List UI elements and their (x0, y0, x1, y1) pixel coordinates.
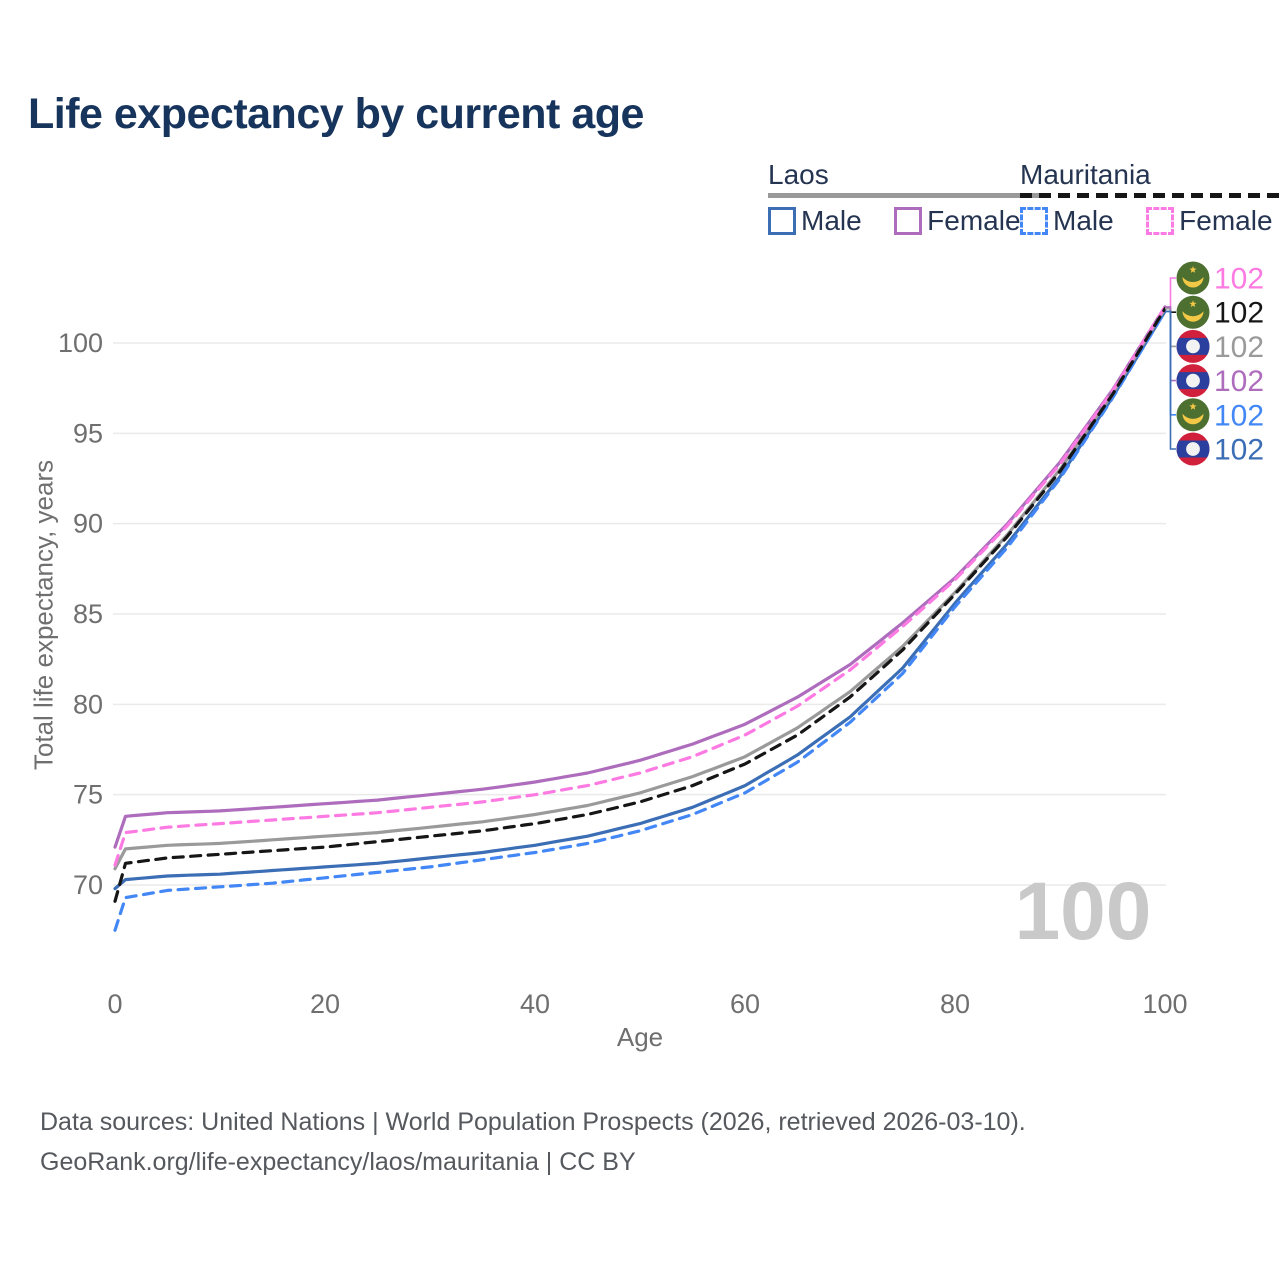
series-line-mauritania_female[interactable] (113, 305, 1167, 867)
data-sources-note: Data sources: United Nations | World Pop… (40, 1108, 1026, 1136)
mauritania-dashed-line-sample (1020, 193, 1280, 198)
legend-item-laos-female[interactable]: Female (894, 205, 1021, 237)
series-line-mauritania_male[interactable] (113, 309, 1167, 932)
x-tick-label: 60 (730, 989, 760, 1019)
mauritania-flag-icon (1176, 398, 1210, 432)
laos-female-swatch-icon (894, 207, 923, 235)
x-tick-label: 80 (940, 989, 970, 1019)
end-label-laos_total: 102 (1214, 331, 1264, 364)
x-tick-label: 40 (520, 989, 550, 1019)
age-watermark: 100 (1014, 866, 1152, 957)
attribution-note: GeoRank.org/life-expectancy/laos/maurita… (40, 1148, 636, 1176)
legend-group-laos: Laos Male Female (768, 160, 1049, 240)
laos-solid-line-sample (768, 193, 1049, 198)
legend-item-laos-male[interactable]: Male (768, 205, 862, 237)
laos-flag-icon (1176, 329, 1210, 363)
y-tick-label: 70 (73, 870, 103, 900)
legend-item-label: Male (801, 205, 862, 236)
y-tick-label: 85 (73, 599, 103, 629)
legend-country-laos[interactable]: Laos (768, 160, 1049, 198)
y-tick-label: 100 (58, 328, 103, 358)
legend-country-laos-label: Laos (768, 159, 829, 190)
series-line-mauritania_total[interactable] (113, 307, 1167, 903)
series-line-laos_female[interactable] (113, 305, 1167, 849)
laos-flag-icon (1176, 364, 1210, 398)
legend-country-mauritania-label: Mauritania (1020, 159, 1151, 190)
end-label-laos_male: 102 (1214, 434, 1264, 467)
y-tick-label: 80 (73, 689, 103, 719)
series-line-laos_male[interactable] (113, 309, 1167, 891)
x-tick-label: 0 (107, 989, 122, 1019)
legend-item-mauritania-female[interactable]: Female (1146, 205, 1273, 237)
leader-line-mauritania_female (1165, 277, 1176, 308)
laos-flag-icon (1176, 432, 1210, 466)
end-label-laos_female: 102 (1214, 365, 1264, 398)
mauritania-male-swatch-icon (1020, 207, 1048, 235)
end-label-mauritania_total: 102 (1214, 297, 1264, 330)
end-label-mauritania_male: 102 (1214, 399, 1264, 432)
x-tick-label: 20 (310, 989, 340, 1019)
legend-item-mauritania-male[interactable]: Male (1020, 205, 1114, 237)
x-axis-title: Age (616, 1022, 664, 1052)
x-tick-label: 100 (1142, 989, 1187, 1019)
y-tick-label: 95 (73, 418, 103, 448)
leader-line-laos_male (1165, 310, 1176, 450)
legend-group-mauritania: Mauritania Male Female (1020, 160, 1280, 240)
y-tick-label: 75 (73, 780, 103, 810)
series-line-laos_total[interactable] (113, 307, 1167, 871)
laos-male-swatch-icon (768, 207, 796, 235)
end-label-mauritania_female: 102 (1214, 263, 1264, 296)
legend-item-label: Male (1053, 205, 1114, 236)
mauritania-flag-icon (1176, 261, 1210, 295)
page-title: Life expectancy by current age (28, 90, 644, 138)
legend-item-label: Female (927, 205, 1021, 236)
mauritania-female-swatch-icon (1146, 207, 1175, 235)
legend-item-label: Female (1179, 205, 1273, 236)
mauritania-flag-icon (1176, 295, 1210, 329)
y-tick-label: 90 (73, 509, 103, 539)
legend-country-mauritania[interactable]: Mauritania (1020, 160, 1280, 198)
